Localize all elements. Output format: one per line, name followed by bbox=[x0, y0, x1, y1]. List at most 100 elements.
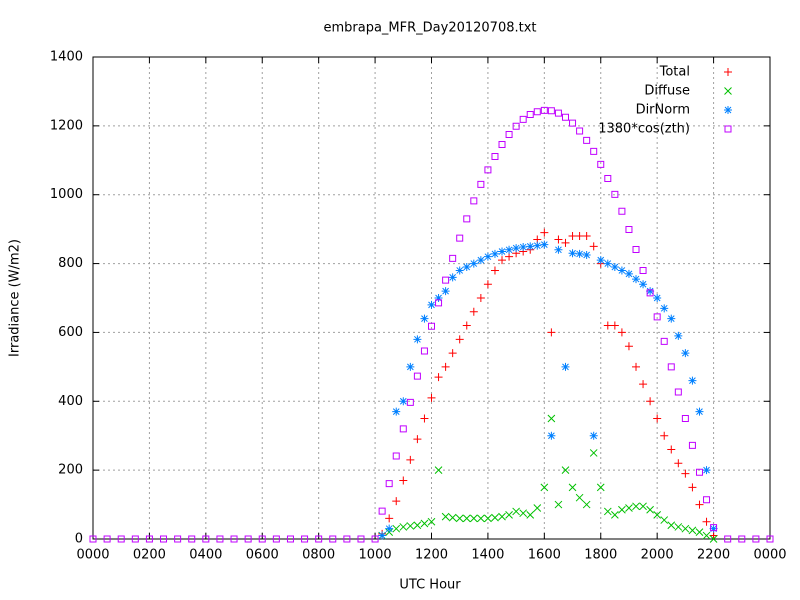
data-point bbox=[392, 524, 401, 533]
data-point bbox=[434, 373, 443, 382]
data-point bbox=[428, 322, 435, 330]
data-point bbox=[498, 247, 507, 256]
data-point bbox=[434, 466, 443, 474]
data-point bbox=[610, 263, 619, 272]
data-point bbox=[589, 431, 598, 440]
x-tick-label: 1600 bbox=[528, 548, 561, 563]
data-point bbox=[582, 500, 591, 509]
data-point bbox=[491, 152, 499, 160]
data-point bbox=[653, 294, 662, 302]
data-point bbox=[526, 110, 534, 118]
data-point bbox=[477, 180, 485, 188]
data-point bbox=[286, 535, 294, 543]
data-point bbox=[413, 335, 422, 344]
data-point bbox=[554, 109, 562, 117]
data-point bbox=[540, 240, 549, 249]
data-point bbox=[455, 266, 464, 275]
data-point bbox=[653, 414, 662, 423]
data-point bbox=[674, 388, 682, 396]
data-point bbox=[597, 160, 605, 168]
data-point bbox=[582, 232, 591, 241]
data-point bbox=[427, 517, 436, 526]
data-point bbox=[441, 512, 450, 521]
y-tick-label: 1400 bbox=[50, 50, 83, 65]
data-point bbox=[632, 245, 640, 253]
data-point bbox=[469, 307, 478, 316]
data-point bbox=[406, 362, 415, 371]
data-point bbox=[490, 266, 499, 275]
data-point bbox=[476, 256, 485, 265]
data-point bbox=[568, 232, 577, 241]
data-point bbox=[484, 166, 492, 174]
legend-marker bbox=[724, 125, 732, 133]
data-point bbox=[618, 505, 626, 514]
data-point bbox=[569, 119, 577, 127]
data-point bbox=[576, 127, 584, 135]
legend-marker bbox=[724, 106, 732, 114]
data-point bbox=[709, 531, 718, 540]
data-point bbox=[462, 321, 471, 330]
data-point bbox=[568, 483, 577, 492]
data-point bbox=[89, 535, 97, 543]
data-point bbox=[483, 252, 492, 261]
x-tick-label: 2200 bbox=[697, 548, 730, 563]
data-point bbox=[455, 514, 464, 523]
data-point bbox=[526, 511, 535, 519]
data-point bbox=[738, 535, 746, 543]
data-point bbox=[477, 514, 485, 523]
x-tick-label: 1000 bbox=[359, 548, 392, 563]
data-point bbox=[695, 407, 704, 416]
data-point bbox=[589, 449, 598, 457]
data-point bbox=[625, 225, 633, 233]
data-point bbox=[357, 535, 365, 543]
data-point bbox=[420, 414, 429, 423]
data-point bbox=[420, 347, 428, 355]
data-point bbox=[463, 215, 471, 223]
data-point bbox=[710, 524, 718, 532]
data-point bbox=[103, 535, 111, 543]
x-tick-label: 0200 bbox=[133, 548, 166, 563]
data-point bbox=[385, 514, 394, 523]
data-point bbox=[547, 328, 556, 337]
data-point bbox=[724, 535, 732, 543]
data-point bbox=[392, 497, 401, 506]
data-point bbox=[624, 269, 633, 278]
data-point bbox=[519, 509, 528, 518]
legend-label: DirNorm bbox=[636, 103, 690, 118]
data-point bbox=[681, 415, 689, 422]
data-point bbox=[505, 511, 513, 519]
data-point bbox=[420, 314, 429, 323]
data-point bbox=[667, 314, 676, 323]
data-point bbox=[420, 519, 429, 528]
legend-label: Diffuse bbox=[644, 84, 690, 99]
data-point bbox=[617, 266, 626, 275]
y-tick-label: 200 bbox=[58, 463, 83, 478]
data-point bbox=[632, 275, 641, 284]
data-point bbox=[540, 483, 549, 492]
data-point bbox=[624, 342, 633, 351]
data-point bbox=[596, 256, 605, 265]
data-point bbox=[603, 321, 612, 330]
data-point bbox=[688, 441, 696, 449]
data-point bbox=[561, 466, 570, 474]
data-point bbox=[625, 504, 633, 512]
data-point bbox=[484, 514, 492, 523]
data-point bbox=[653, 313, 661, 321]
data-point bbox=[617, 328, 626, 337]
data-point bbox=[702, 466, 711, 475]
y-tick-label: 0 bbox=[75, 532, 83, 547]
legend-label: Total bbox=[659, 65, 690, 80]
data-point bbox=[435, 299, 443, 307]
data-point bbox=[244, 535, 252, 543]
y-tick-label: 1000 bbox=[50, 187, 83, 202]
data-point bbox=[554, 245, 563, 254]
data-point bbox=[392, 407, 401, 416]
data-point bbox=[117, 535, 125, 543]
data-point bbox=[490, 249, 499, 258]
x-tick-label: 1200 bbox=[415, 548, 448, 563]
data-point bbox=[596, 483, 605, 492]
data-point bbox=[272, 535, 280, 543]
data-point bbox=[667, 521, 676, 530]
data-point bbox=[505, 252, 514, 261]
data-point bbox=[301, 535, 309, 543]
